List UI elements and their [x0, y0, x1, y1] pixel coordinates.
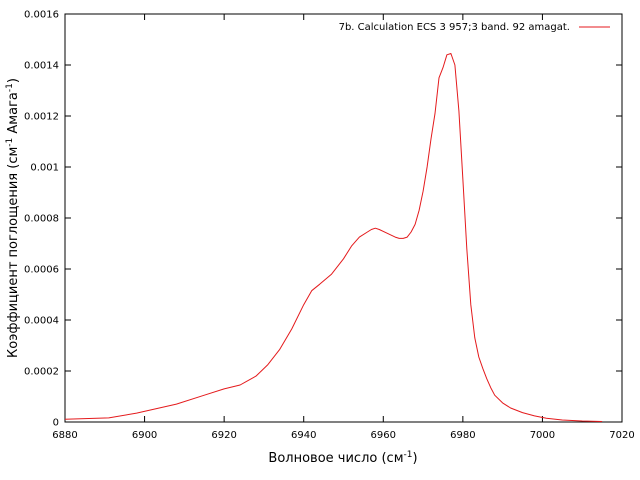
x-axis-title: Волновое число (см-1) [268, 450, 417, 466]
series-layer [64, 53, 603, 422]
x-tick-label: 6920 [211, 430, 236, 441]
y-axis-title-sup1: -1 [5, 138, 15, 147]
x-tick-label: 6900 [132, 430, 157, 441]
y-tick-label: 0.0014 [24, 61, 59, 72]
y-axis-title-sup2: -1 [5, 83, 15, 92]
legend-label: 7b. Calculation ECS 3 957;3 band. 92 ama… [339, 22, 570, 33]
y-tick-label: 0 [53, 418, 59, 429]
y-tick-label: 0.0006 [24, 265, 59, 276]
y-axis-title-mid: Амага [6, 92, 21, 138]
x-tick-label: 6960 [371, 430, 396, 441]
series-line [64, 53, 603, 422]
plot-frame [64, 13, 623, 423]
x-tick-label: 6880 [52, 430, 77, 441]
x-axis-title-main: Волновое число (см [268, 451, 403, 466]
x-tick-label: 6940 [291, 430, 316, 441]
y-tick-label: 0.0004 [24, 316, 59, 327]
x-tick-label: 7020 [609, 430, 634, 441]
y-axis-title: Коэффициент поглощения (см-1 Амага-1) [5, 78, 21, 358]
legend: 7b. Calculation ECS 3 957;3 band. 92 ama… [339, 22, 610, 33]
x-tick-label: 6980 [450, 430, 475, 441]
y-axis-title-main: Коэффициент поглощения (см [6, 147, 21, 358]
axis-ticks [64, 13, 623, 423]
y-axis-title-end: ) [6, 78, 21, 83]
x-axis-title-sup: -1 [404, 450, 413, 460]
y-tick-label: 0.0002 [24, 367, 59, 378]
y-tick-label: 0.0012 [24, 112, 59, 123]
x-axis-title-end: ) [412, 451, 417, 466]
y-tick-labels: 0 0.0002 0.0004 0.0006 0.0008 0.001 0.0012 0.00… [24, 10, 59, 429]
y-tick-label: 0.001 [30, 163, 59, 174]
y-tick-label: 0.0016 [24, 10, 59, 21]
y-tick-label: 0.0008 [24, 214, 59, 225]
x-tick-labels: 6880 6900 6920 6940 6960 6980 7000 7020 [52, 430, 634, 441]
x-tick-label: 7000 [530, 430, 555, 441]
